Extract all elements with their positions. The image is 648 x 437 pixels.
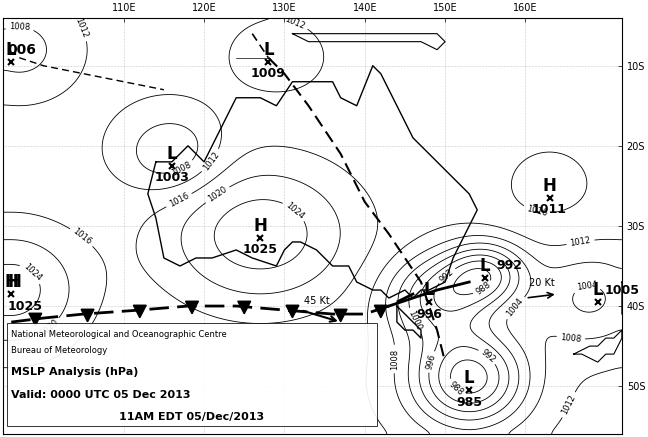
Text: 1009: 1009 [251,67,286,80]
Polygon shape [238,301,251,314]
Text: 992: 992 [479,348,496,365]
Text: 1008: 1008 [170,160,192,178]
Text: 1025: 1025 [7,299,42,312]
Text: L: L [6,41,17,59]
Text: L: L [424,281,434,299]
Polygon shape [375,305,388,318]
Text: 1000: 1000 [406,309,423,333]
Text: 1016: 1016 [71,227,93,247]
Text: L: L [263,41,273,59]
FancyBboxPatch shape [7,323,376,426]
Text: L: L [464,369,474,387]
Text: 1012: 1012 [284,14,307,31]
Text: National Meteorological and Oceanographic Centre: National Meteorological and Oceanographi… [11,330,227,339]
Text: H: H [542,177,557,195]
Text: 985: 985 [456,395,482,409]
Polygon shape [133,305,146,318]
Text: 1012: 1012 [561,394,578,416]
Text: 1004: 1004 [505,296,525,319]
Text: 20 Kt: 20 Kt [529,278,555,288]
Text: 1012: 1012 [74,17,90,39]
Text: 988: 988 [474,281,492,297]
Text: 996: 996 [416,308,442,321]
Text: 1025: 1025 [243,243,278,257]
Text: 1016: 1016 [526,205,548,218]
Text: MSLP Analysis (hPa): MSLP Analysis (hPa) [11,368,139,377]
Text: Valid: 0000 UTC 05 Dec 2013: Valid: 0000 UTC 05 Dec 2013 [11,390,191,400]
Polygon shape [286,305,299,318]
Text: Bureau of Meteorology: Bureau of Meteorology [11,346,108,355]
Polygon shape [334,309,347,322]
Text: H: H [7,273,21,291]
Text: 1024: 1024 [284,200,306,221]
Text: 1005: 1005 [605,284,640,297]
Text: 1012: 1012 [570,236,592,248]
Text: L: L [167,145,178,163]
Text: 1020: 1020 [38,318,60,338]
Text: 45 Kt: 45 Kt [304,296,329,306]
Text: 1008: 1008 [390,348,399,370]
Text: 006: 006 [7,43,36,57]
Text: L: L [480,257,491,275]
Text: H: H [253,217,267,235]
Text: 1003: 1003 [154,171,189,184]
Text: 11AM EDT 05/Dec/2013: 11AM EDT 05/Dec/2013 [119,412,264,422]
Text: 1008: 1008 [560,333,582,343]
Text: H: H [5,273,18,291]
Text: 1020: 1020 [206,185,229,204]
Text: 1024: 1024 [21,262,43,283]
Polygon shape [185,301,198,314]
Polygon shape [29,313,41,326]
Text: 1011: 1011 [532,203,567,216]
Text: 988: 988 [447,379,465,397]
Text: L: L [592,281,603,299]
Text: 1012: 1012 [202,150,222,172]
Text: 992: 992 [438,267,456,284]
Text: 996: 996 [424,353,437,371]
Text: 1008: 1008 [9,22,30,32]
Polygon shape [81,309,94,322]
Text: 1004: 1004 [575,280,597,292]
Text: 992: 992 [496,260,522,273]
Text: 1016: 1016 [168,191,191,209]
